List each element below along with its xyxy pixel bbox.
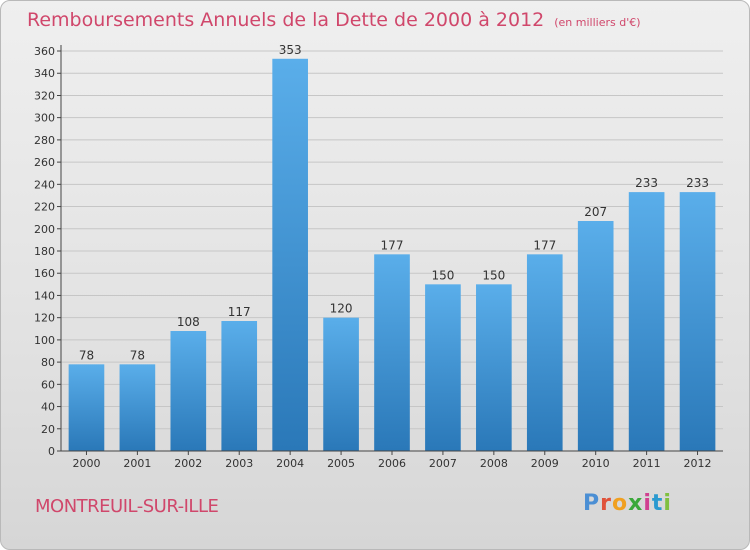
- bar-value-label: 177: [381, 238, 404, 252]
- y-tick-label: 40: [41, 401, 55, 414]
- logo-letter: i: [643, 491, 652, 516]
- bar-value-label: 233: [686, 176, 709, 190]
- x-tick-label: 2003: [225, 457, 253, 470]
- bar: [526, 254, 563, 451]
- bar: [323, 317, 359, 451]
- bar-value-label: 150: [431, 268, 454, 282]
- y-tick-label: 140: [34, 289, 55, 302]
- x-tick-label: 2012: [684, 457, 712, 470]
- commune-name: MONTREUIL-SUR-ILLE: [35, 496, 219, 517]
- logo-letter: x: [628, 491, 644, 516]
- y-tick-label: 180: [34, 245, 55, 258]
- chart-title: Remboursements Annuels de la Dette de 20…: [27, 9, 545, 31]
- x-tick-label: 2004: [276, 457, 304, 470]
- bar-value-label: 353: [279, 43, 302, 57]
- chart-unit: (en milliers d'€): [554, 16, 641, 29]
- x-tick-label: 2008: [480, 457, 508, 470]
- bar: [272, 58, 308, 452]
- x-tick-label: 2001: [123, 457, 151, 470]
- x-tick-label: 2011: [633, 457, 661, 470]
- x-tick-label: 2002: [174, 457, 202, 470]
- bar: [577, 221, 614, 451]
- x-tick-label: 2007: [429, 457, 457, 470]
- y-tick-label: 80: [41, 356, 55, 369]
- bar: [374, 254, 410, 451]
- y-tick-label: 60: [41, 378, 55, 391]
- bar-value-label: 150: [482, 268, 505, 282]
- x-tick-label: 2010: [582, 457, 610, 470]
- bar-value-label: 117: [228, 305, 251, 319]
- bar: [679, 192, 716, 451]
- y-tick-label: 0: [48, 445, 55, 458]
- chart-title-row: Remboursements Annuels de la Dette de 20…: [27, 9, 641, 31]
- y-tick-label: 160: [34, 267, 55, 280]
- x-tick-label: 2005: [327, 457, 355, 470]
- y-tick-label: 120: [34, 312, 55, 325]
- y-tick-label: 200: [34, 223, 55, 236]
- y-tick-label: 340: [34, 67, 55, 80]
- y-tick-label: 100: [34, 334, 55, 347]
- y-tick-label: 300: [34, 112, 55, 125]
- x-tick-label: 2000: [72, 457, 100, 470]
- y-tick-label: 280: [34, 134, 55, 147]
- bar: [476, 284, 512, 451]
- logo-letter: P: [583, 491, 601, 516]
- bar: [119, 364, 156, 451]
- y-tick-label: 220: [34, 201, 55, 214]
- y-tick-label: 260: [34, 156, 55, 169]
- y-tick-label: 320: [34, 89, 55, 102]
- bar-value-label: 108: [177, 315, 200, 329]
- bar: [170, 331, 207, 451]
- bar-value-label: 120: [330, 302, 353, 316]
- bar-value-label: 78: [130, 348, 145, 362]
- bar: [221, 321, 258, 451]
- x-tick-label: 2009: [531, 457, 559, 470]
- logo-letter: o: [611, 491, 629, 516]
- y-tick-label: 360: [34, 45, 55, 58]
- bar: [425, 284, 461, 451]
- y-tick-label: 240: [34, 178, 55, 191]
- bars-layer: 78 78 108 117 353 120 177 150 150 177 207 233 233: [68, 43, 716, 452]
- x-tick-label: 2006: [378, 457, 406, 470]
- logo-letter: i: [663, 491, 672, 516]
- bar: [628, 192, 665, 451]
- logo-letter: t: [651, 491, 664, 516]
- bar-value-label: 233: [635, 176, 658, 190]
- logo-letter: r: [600, 491, 612, 516]
- bar: [68, 364, 105, 451]
- axis-layer: 0 20 40 60 80 100 120 140 160 180 200 220 240 260 280 3…: [34, 45, 723, 470]
- bar-value-label: 78: [79, 348, 94, 362]
- proxiti-logo: Proxiti: [583, 491, 672, 516]
- bar-value-label: 177: [533, 238, 556, 252]
- bar-value-label: 207: [584, 205, 607, 219]
- y-tick-label: 20: [41, 423, 55, 436]
